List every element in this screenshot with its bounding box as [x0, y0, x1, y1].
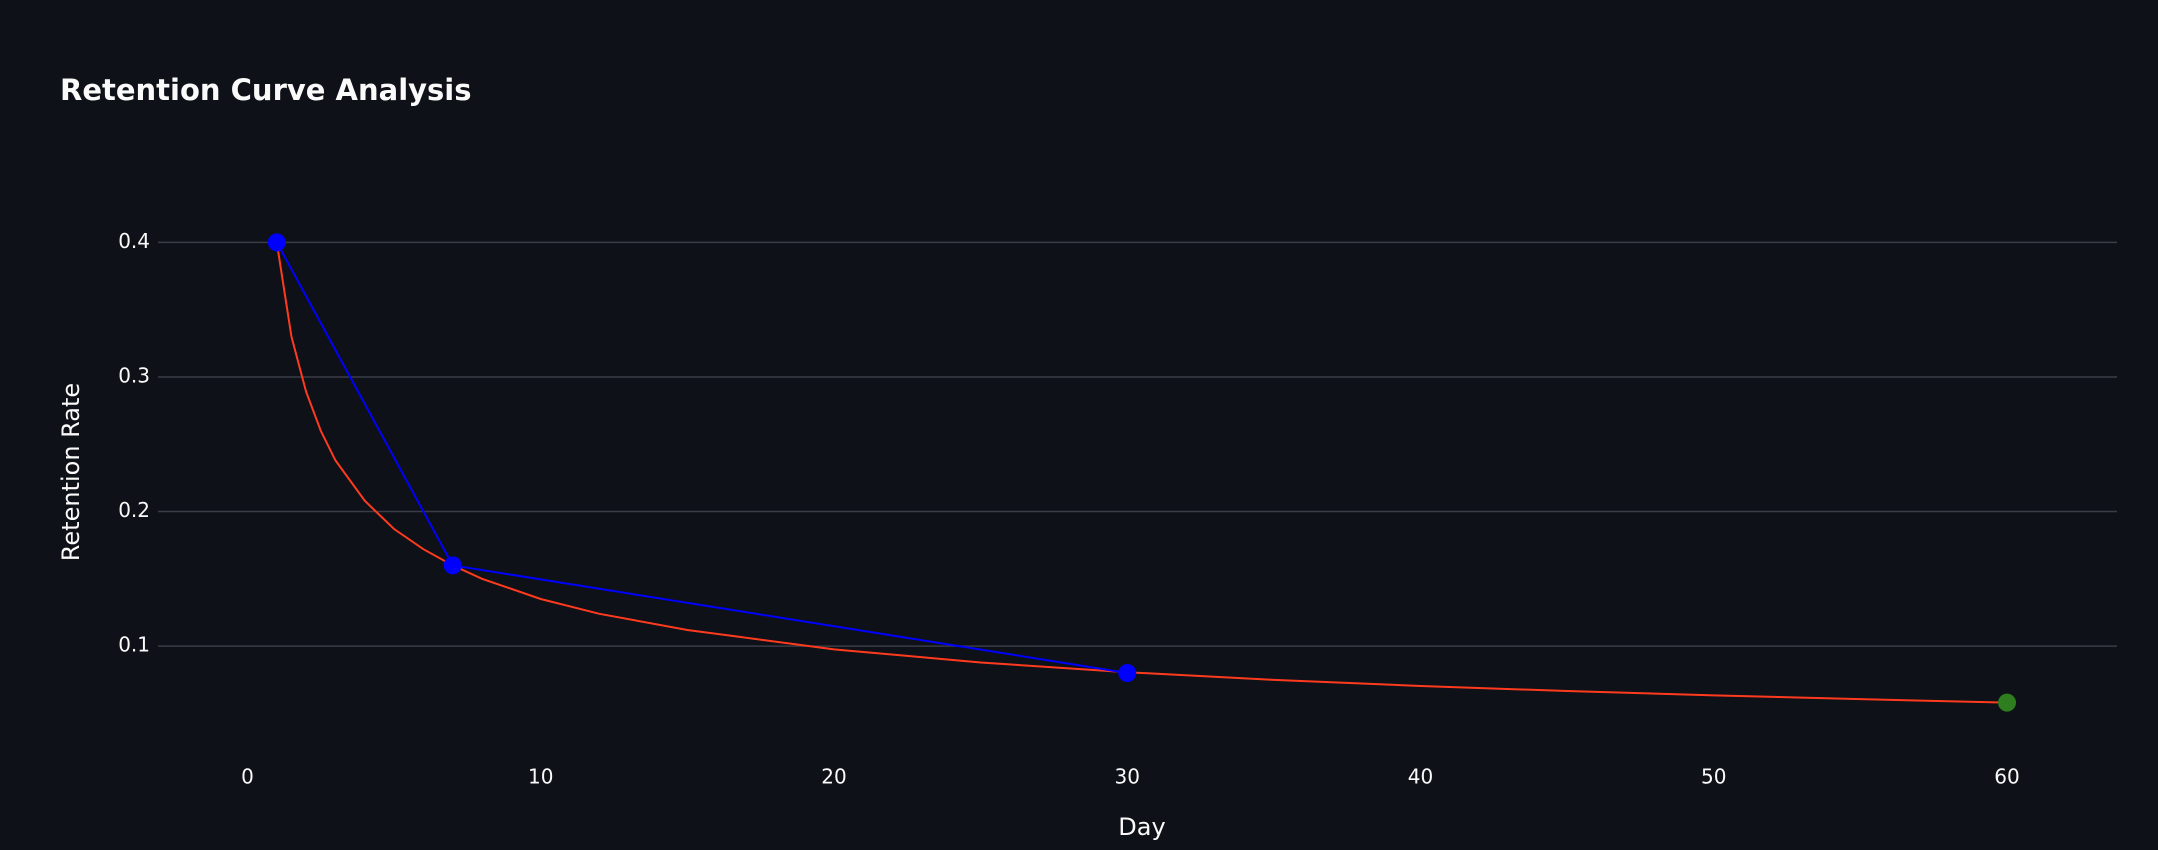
data-point	[267, 233, 286, 252]
x-axis-label: Day	[1118, 813, 1165, 841]
data-point	[1118, 664, 1137, 683]
chart-title: Retention Curve Analysis	[60, 73, 472, 107]
y-tick-label: 0.1	[118, 633, 150, 657]
x-tick-label: 10	[528, 765, 553, 789]
y-tick-label: 0.4	[118, 229, 150, 253]
y-axis-label: Retention Rate	[57, 383, 85, 561]
x-tick-label: 50	[1701, 765, 1726, 789]
data-point	[1998, 693, 2017, 712]
x-tick-label: 40	[1408, 765, 1433, 789]
y-tick-label: 0.3	[118, 363, 150, 387]
x-tick-label: 0	[241, 765, 254, 789]
x-tick-label: 30	[1115, 765, 1140, 789]
y-tick-label: 0.2	[118, 498, 150, 522]
x-tick-label: 60	[1994, 765, 2019, 789]
data-point	[443, 556, 462, 575]
series-line	[275, 242, 2008, 704]
x-tick-label: 20	[821, 765, 846, 789]
series-line	[275, 241, 1128, 675]
